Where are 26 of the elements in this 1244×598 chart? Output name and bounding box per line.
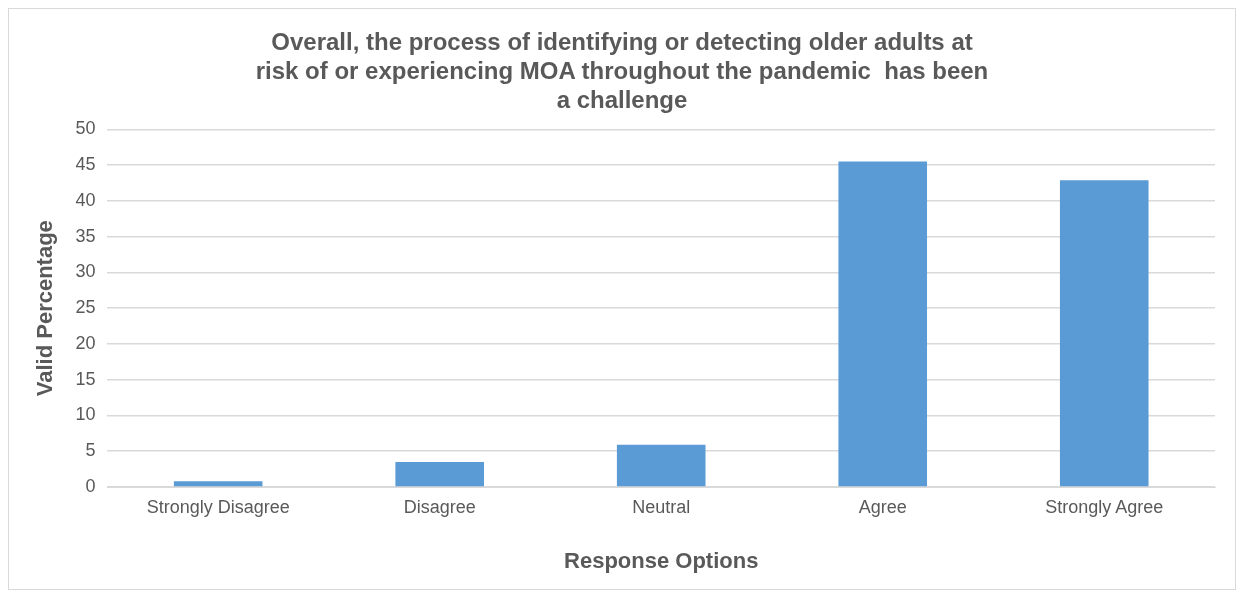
x-tick-label: Strongly Agree [1045, 496, 1164, 517]
y-tick-label: 30 [75, 261, 96, 282]
y-tick-label: 20 [75, 332, 96, 353]
y-tick-label: 5 [85, 440, 96, 461]
y-tick-label: 0 [85, 475, 96, 496]
y-tick-label: 15 [75, 368, 96, 389]
y-tick-label: 10 [75, 404, 96, 425]
y-tick-label: 45 [75, 154, 96, 175]
y-tick-label: 25 [75, 297, 96, 318]
y-axis-title: Valid Percentage [32, 220, 58, 397]
bar [173, 481, 263, 487]
text: Overall, the process of identifying or detecting older adults at [271, 28, 973, 56]
x-tick-label: Neutral [632, 496, 691, 517]
bar [1059, 180, 1149, 487]
x-axis-title: Response Options [564, 547, 759, 573]
x-tick-label: Agree [858, 496, 907, 517]
x-tick-label: Strongly Disagree [146, 496, 290, 517]
y-tick-label: 40 [75, 189, 96, 210]
y-tick-label: 35 [75, 225, 96, 246]
bar [616, 444, 706, 487]
text: a challenge [556, 85, 688, 113]
x-tick-label: Disagree [403, 496, 476, 517]
bar [838, 161, 928, 487]
bar [395, 461, 484, 487]
text: risk of or experiencing MOA throughout the pandemic has been [255, 56, 989, 84]
y-tick-label: 50 [75, 118, 96, 139]
